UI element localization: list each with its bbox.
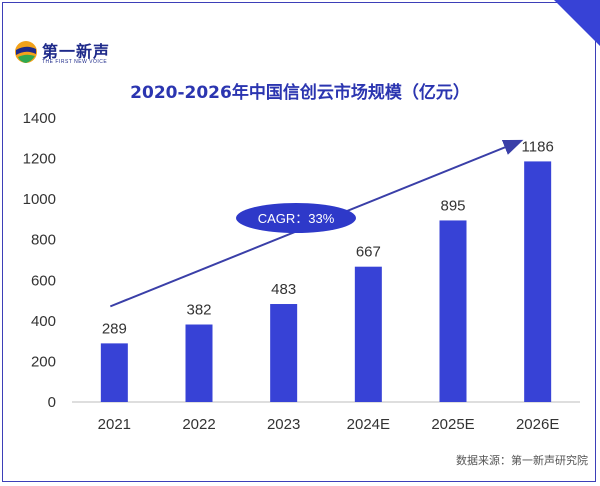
brand-logo: 第一新声 THE FIRST NEW VOICE	[14, 38, 124, 70]
logo-subtitle: THE FIRST NEW VOICE	[42, 59, 108, 65]
corner-decoration	[554, 0, 600, 46]
data-label: 667	[356, 244, 381, 261]
x-tick-label: 2023	[267, 416, 300, 433]
x-tick-label: 2025E	[431, 416, 474, 433]
y-tick-label: 0	[48, 394, 56, 411]
x-tick-label: 2024E	[347, 416, 390, 433]
bar	[185, 324, 213, 402]
y-tick-label: 1400	[23, 110, 56, 127]
chart-title: 2020-2026年中国信创云市场规模（亿元）	[130, 83, 470, 103]
logo-name: 第一新声	[42, 42, 111, 61]
logo-globe-icon	[15, 41, 37, 63]
data-label: 483	[271, 281, 296, 298]
data-label: 289	[102, 320, 127, 337]
data-source: 数据来源：第一新声研究院	[456, 454, 588, 467]
y-tick-label: 200	[31, 353, 56, 370]
cagr-label: CAGR：33%	[258, 211, 335, 226]
bar	[439, 220, 467, 402]
y-tick-label: 400	[31, 313, 56, 330]
bar	[100, 343, 128, 402]
y-tick-label: 1200	[23, 151, 56, 168]
bar	[354, 266, 382, 402]
x-tick-label: 2026E	[516, 416, 559, 433]
x-tick-label: 2022	[182, 416, 215, 433]
cagr-badge	[236, 203, 356, 233]
x-tick-label: 2021	[98, 416, 131, 433]
bar	[524, 161, 552, 402]
bar	[270, 304, 298, 402]
y-tick-label: 800	[31, 232, 56, 249]
data-label: 895	[440, 197, 465, 214]
y-tick-label: 1000	[23, 191, 56, 208]
y-tick-label: 600	[31, 272, 56, 289]
data-label: 1186	[522, 138, 554, 155]
data-label: 382	[186, 302, 211, 319]
